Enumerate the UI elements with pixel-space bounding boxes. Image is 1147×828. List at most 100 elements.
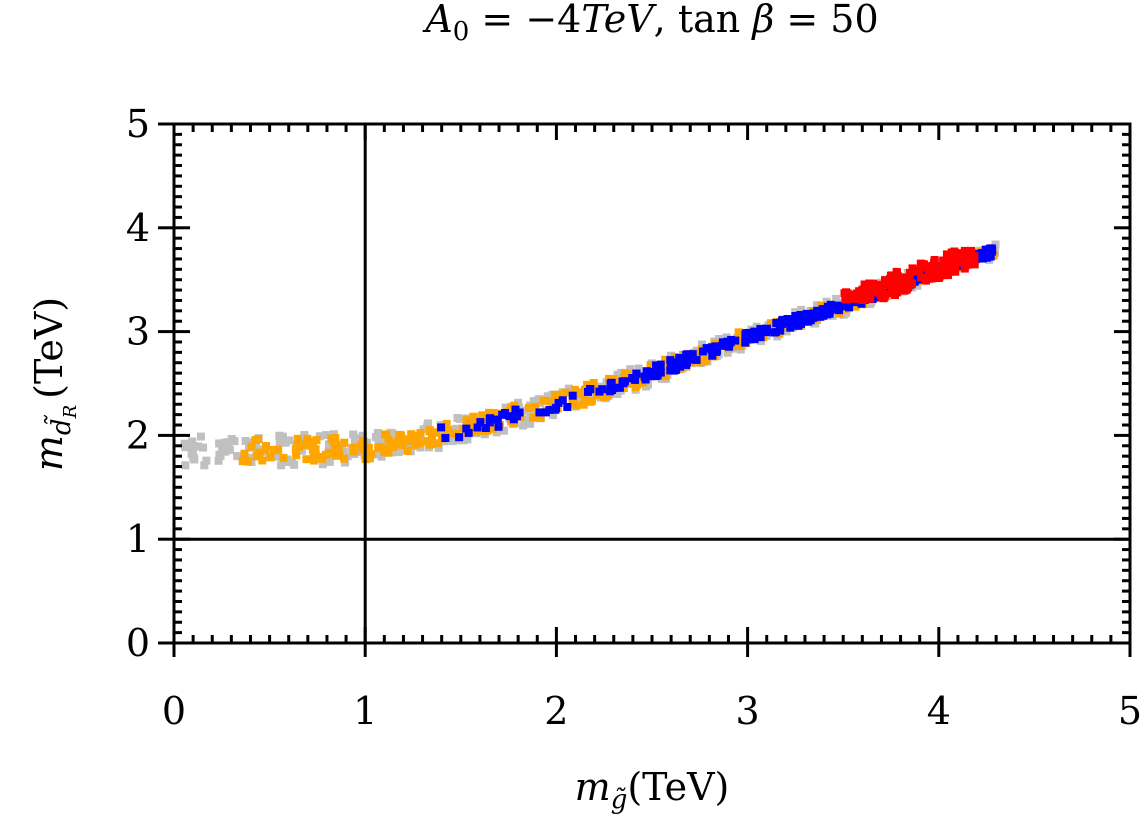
scatter-point-blue: [675, 354, 684, 362]
chart-title: A0 = −4TeV, tan β = 50: [422, 0, 878, 47]
scatter-point-blue: [741, 338, 750, 347]
scatter-point-blue: [462, 424, 471, 433]
scatter-point-orange: [409, 435, 418, 444]
scatter-point-orange: [466, 420, 475, 429]
scatter-point-gray: [187, 449, 196, 458]
scatter-point-blue: [505, 412, 514, 421]
scatter-point-orange: [580, 395, 589, 404]
scatter-point-red: [854, 294, 863, 303]
scatter-point-orange: [340, 454, 349, 463]
scatter-point-gray: [188, 437, 197, 446]
scatter-point-gray: [190, 455, 199, 464]
scatter-point-orange: [238, 457, 247, 466]
scatter-point-blue: [750, 335, 759, 344]
scatter-point-red: [939, 256, 948, 265]
scatter-point-orange: [536, 413, 545, 422]
scatter-point-blue: [615, 383, 624, 392]
scatter-point-gray: [634, 364, 643, 373]
scatter-point-blue: [776, 321, 785, 330]
scatter-point-red: [888, 289, 897, 297]
scatter-point-red: [843, 289, 852, 298]
scatter-point-blue: [783, 315, 792, 323]
scatter-point-gray: [318, 460, 327, 469]
scatter-point-gray: [321, 431, 330, 440]
scatter-point-gray: [216, 452, 225, 460]
scatter-point-orange: [425, 427, 434, 436]
scatter-point-red: [898, 282, 907, 291]
scatter-point-gray: [233, 452, 242, 461]
scatter-point-gray: [386, 428, 395, 437]
scatter-point-red: [887, 279, 896, 288]
scatter-point-orange: [736, 334, 745, 343]
scatter-point-blue: [988, 246, 997, 255]
scatter-point-orange: [306, 437, 315, 446]
scatter-point-blue: [745, 335, 754, 344]
scatter-point-red: [951, 256, 960, 265]
scatter-point-orange: [410, 440, 419, 449]
scatter-point-orange: [570, 385, 579, 394]
scatter-point-orange: [545, 397, 554, 406]
scatter-point-red: [942, 250, 951, 259]
scatter-point-gray: [372, 433, 380, 442]
scatter-point-orange: [381, 430, 390, 439]
scatter-point-blue: [656, 360, 665, 369]
scatter-point-blue: [485, 418, 494, 427]
scatter-point-orange: [422, 437, 431, 446]
scatter-point-red: [949, 261, 957, 269]
scatter-point-orange: [302, 440, 311, 449]
scatter-point-blue: [985, 251, 993, 259]
scatter-point-orange: [623, 370, 632, 378]
scatter-point-orange: [579, 400, 588, 409]
scatter-point-blue: [511, 405, 520, 414]
scatter-point-orange: [274, 445, 283, 454]
scatter-point-blue: [610, 383, 619, 392]
scatter-point-blue: [481, 424, 490, 432]
scatter-point-orange: [240, 449, 249, 458]
scatter-point-gray: [394, 447, 403, 456]
scatter-point-blue: [464, 428, 473, 437]
scatter-point-blue: [493, 415, 502, 424]
y-axis-label: md̃R(TeV): [27, 297, 81, 471]
scatter-point-orange: [561, 388, 570, 397]
scatter-point-red: [944, 261, 953, 270]
scatter-point-gray: [813, 301, 822, 310]
x-tick-label: 5: [1118, 689, 1142, 733]
scatter-point-orange: [583, 380, 592, 389]
scatter-point-blue: [791, 312, 800, 320]
scatter-point-gray: [434, 443, 443, 452]
scatter-point-gray: [698, 340, 706, 349]
scatter-point-orange: [327, 434, 336, 443]
scatter-point-blue: [598, 385, 607, 394]
scatter-point-blue: [817, 310, 826, 319]
scatter-point-orange: [661, 355, 670, 364]
scatter-point-blue: [711, 342, 720, 351]
scatter-point-orange: [307, 441, 316, 450]
scatter-point-gray: [450, 433, 459, 442]
scatter-point-orange: [431, 428, 440, 437]
scatter-point-orange: [462, 416, 471, 425]
scatter-point-blue: [808, 310, 817, 319]
scatter-point-blue: [667, 358, 676, 367]
scatter-point-red: [964, 256, 973, 265]
scatter-point-gray: [281, 438, 290, 447]
scatter-point-orange: [671, 353, 679, 361]
scatter-point-orange: [279, 453, 288, 462]
scatter-point-orange: [488, 424, 497, 433]
scatter-point-orange: [434, 439, 442, 448]
scatter-point-orange: [407, 430, 416, 439]
scatter-point-blue: [698, 347, 707, 356]
scatter-point-gray: [241, 437, 250, 445]
scatter-point-blue: [806, 316, 815, 325]
scatter-point-orange: [575, 389, 584, 398]
scatter-point-orange: [403, 446, 412, 455]
scatter-point-orange: [506, 405, 515, 414]
scatter-point-red: [963, 250, 972, 259]
scatter-point-blue: [741, 331, 750, 339]
scatter-point-blue: [586, 385, 595, 394]
scatter-point-orange: [252, 452, 261, 461]
scatter-point-gray: [529, 397, 538, 405]
scatter-point-gray: [288, 458, 297, 467]
scatter-point-orange: [293, 437, 302, 446]
scatter-point-gray: [214, 456, 223, 465]
scatter-point-gray: [352, 434, 361, 443]
